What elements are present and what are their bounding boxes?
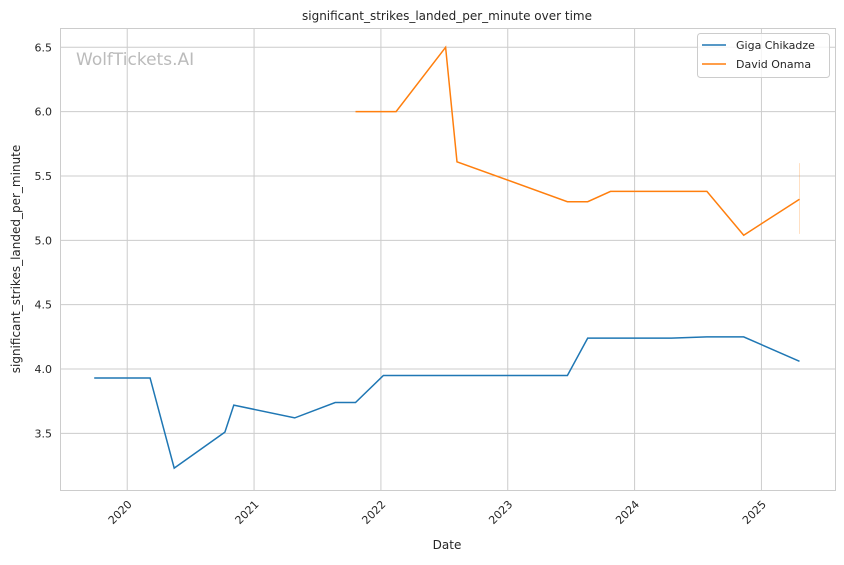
y-tick-label: 4.5 [35,299,53,312]
series-line-1 [355,45,800,237]
legend: Giga Chikadze David Onama [697,33,830,78]
x-axis-label: Date [433,538,462,552]
watermark: WolfTickets.AI [76,50,194,70]
x-tick-label: 2023 [486,498,515,527]
y-axis-label: significant_strikes_landed_per_minute [9,145,23,374]
legend-label-david: David Onama [736,58,811,71]
y-tick-label: 5.0 [35,234,53,247]
y-tick-label: 5.5 [35,170,53,183]
plot-frame [60,28,836,491]
x-tick-label: 2024 [613,498,642,527]
series-line-0 [94,336,800,470]
x-tick-label: 2025 [740,498,769,527]
x-tick-label: 2022 [359,498,388,527]
y-tick-label: 6.5 [35,41,53,54]
legend-label-giga: Giga Chikadze [736,39,815,52]
x-tick-label: 2021 [233,498,262,527]
y-tick-label: 3.5 [35,427,53,440]
y-tick-label: 4.0 [35,363,53,376]
chart-title: significant_strikes_landed_per_minute ov… [302,9,592,23]
y-tick-label: 6.0 [35,106,53,119]
x-tick-label: 2020 [106,498,135,527]
